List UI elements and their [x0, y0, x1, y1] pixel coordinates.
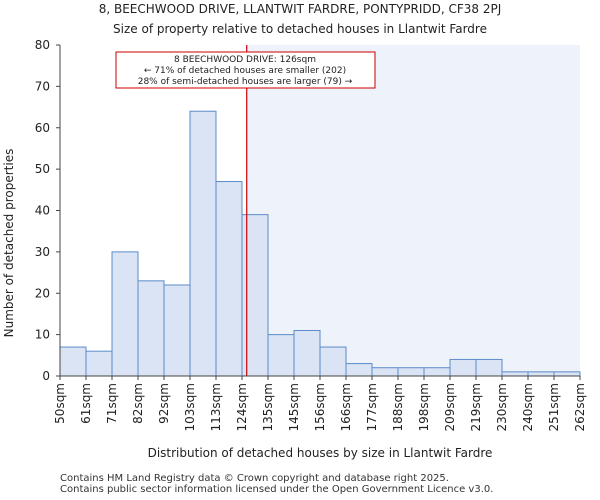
x-tick-label: 198sqm — [417, 383, 431, 431]
footer-line-2: Contains public sector information licen… — [60, 484, 494, 495]
bar-198sqm — [423, 367, 451, 377]
x-axis-label: Distribution of detached houses by size … — [148, 446, 493, 460]
y-axis-label: Number of detached properties — [2, 149, 16, 338]
y-tick-label: 30 — [35, 245, 50, 259]
x-tick-label: 188sqm — [391, 383, 405, 431]
y-tick-label: 10 — [35, 328, 50, 342]
x-tick-label: 92sqm — [157, 383, 171, 424]
x-tick-label: 124sqm — [235, 383, 249, 431]
x-tick-label: 166sqm — [339, 383, 353, 431]
bar-240sqm — [527, 371, 555, 377]
bar-219sqm — [475, 358, 503, 377]
x-tick-label: 251sqm — [547, 383, 561, 431]
y-tick-label: 70 — [35, 79, 50, 93]
annotation-line-2: ← 71% of detached houses are smaller (20… — [144, 66, 346, 76]
bar-61sqm — [85, 350, 113, 377]
y-tick-label: 80 — [35, 38, 50, 52]
bar-251sqm — [553, 371, 581, 377]
chart-subtitle: Size of property relative to detached ho… — [113, 22, 487, 36]
bar-71sqm — [111, 251, 139, 377]
x-tick-label: 113sqm — [209, 383, 223, 431]
x-tick-label: 61sqm — [79, 383, 93, 424]
y-ticks: 0 10 20 30 40 50 60 70 80 — [35, 38, 60, 383]
highlight-region — [246, 45, 580, 376]
x-tick-label: 209sqm — [443, 383, 457, 431]
x-tick-label: 219sqm — [469, 383, 483, 431]
x-tick-label: 135sqm — [261, 383, 275, 431]
x-tick-label: 240sqm — [521, 383, 535, 431]
bar-113sqm — [215, 181, 243, 377]
annotation-line-3: 28% of semi-detached houses are larger (… — [138, 77, 353, 87]
bar-209sqm — [449, 358, 477, 377]
bar-124sqm — [241, 214, 269, 377]
x-ticks: 50sqm 61sqm 71sqm 82sqm 92sqm 103sqm 113sqm 124… — [53, 376, 587, 431]
bar-156sqm — [319, 346, 347, 377]
bar-188sqm — [397, 367, 425, 377]
bar-103sqm — [189, 110, 217, 377]
bar-145sqm — [293, 329, 321, 377]
plot-area: 0 10 20 30 40 50 60 70 80 50sqm 61sqm 71sqm 82sqm 92… — [35, 38, 587, 431]
bar-135sqm — [267, 334, 295, 377]
bar-92sqm — [163, 284, 191, 377]
x-tick-label: 50sqm — [53, 383, 67, 424]
x-tick-label: 82sqm — [131, 383, 145, 424]
bar-177sqm — [371, 367, 399, 377]
x-tick-label: 103sqm — [183, 383, 197, 431]
bar-82sqm — [137, 280, 165, 377]
annotation-box-frame — [115, 51, 376, 89]
y-tick-label: 0 — [42, 369, 50, 383]
y-tick-label: 60 — [35, 121, 50, 135]
footer-line-1: Contains HM Land Registry data © Crown c… — [60, 473, 449, 484]
x-tick-label: 145sqm — [287, 383, 301, 431]
y-tick-label: 50 — [35, 162, 50, 176]
bar-230sqm — [501, 371, 529, 377]
x-tick-label: 156sqm — [313, 383, 327, 431]
x-tick-label: 262sqm — [573, 383, 587, 431]
y-tick-label: 40 — [35, 204, 50, 218]
y-tick-label: 20 — [35, 286, 50, 300]
x-tick-label: 230sqm — [495, 383, 509, 431]
bar-50sqm — [59, 346, 87, 377]
annotation-line-1: 8 BEECHWOOD DRIVE: 126sqm — [174, 55, 316, 65]
x-tick-label: 177sqm — [365, 383, 379, 431]
annotation-box: 8 BEECHWOOD DRIVE: 126sqm ← 71% of detac… — [115, 51, 376, 89]
bar-166sqm — [345, 363, 373, 377]
chart-title: 8, BEECHWOOD DRIVE, LLANTWIT FARDRE, PON… — [99, 2, 502, 16]
x-tick-label: 71sqm — [105, 383, 119, 424]
